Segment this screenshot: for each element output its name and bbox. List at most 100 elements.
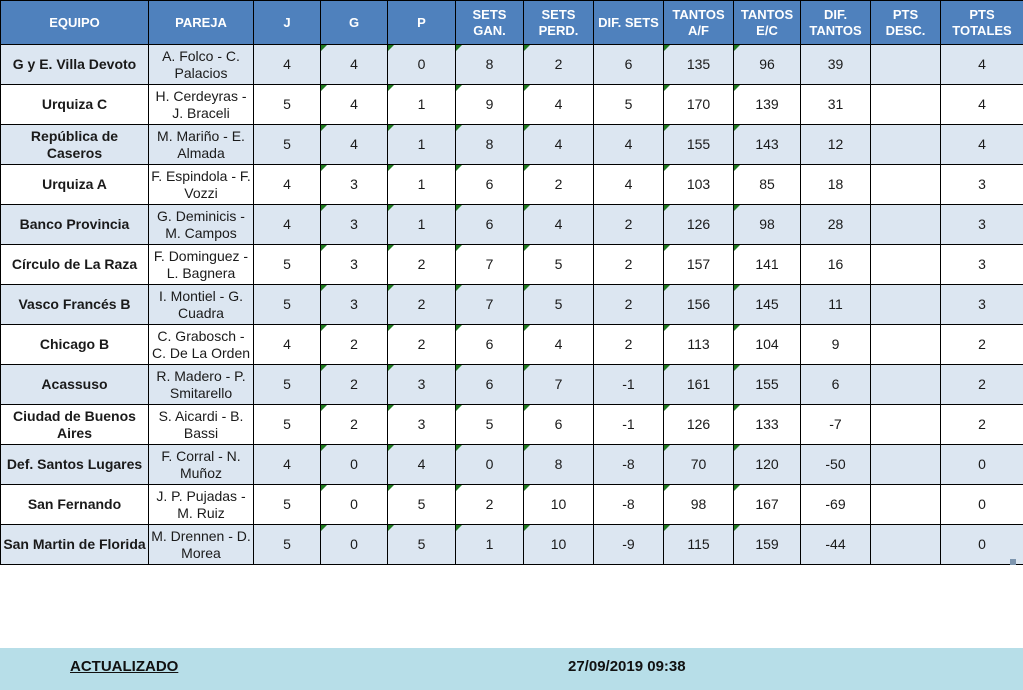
- cell-equipo[interactable]: República de Caseros: [0, 124, 149, 165]
- cell-tantos_ec[interactable]: 96: [733, 44, 801, 85]
- cell-pts_totales[interactable]: 2: [940, 364, 1023, 405]
- cell-pareja[interactable]: G. Deminicis - M. Campos: [148, 204, 254, 245]
- cell-j[interactable]: 5: [253, 404, 321, 445]
- cell-tantos_ec[interactable]: 139: [733, 84, 801, 125]
- column-header-pts_totales[interactable]: PTS TOTALES: [940, 0, 1023, 45]
- cell-pareja[interactable]: R. Madero - P. Smitarello: [148, 364, 254, 405]
- cell-pts_totales[interactable]: 3: [940, 204, 1023, 245]
- cell-pts_desc[interactable]: [870, 404, 941, 445]
- cell-equipo[interactable]: San Martin de Florida: [0, 524, 149, 565]
- cell-j[interactable]: 4: [253, 164, 321, 205]
- cell-dif_tantos[interactable]: 9: [800, 324, 871, 365]
- cell-sets_gan[interactable]: 5: [455, 404, 524, 445]
- cell-dif_sets[interactable]: 4: [593, 124, 664, 165]
- cell-sets_perd[interactable]: 4: [523, 204, 594, 245]
- column-header-j[interactable]: J: [253, 0, 321, 45]
- cell-p[interactable]: 3: [387, 404, 456, 445]
- cell-p[interactable]: 3: [387, 364, 456, 405]
- cell-sets_perd[interactable]: 4: [523, 124, 594, 165]
- cell-pareja[interactable]: H. Cerdeyras - J. Braceli: [148, 84, 254, 125]
- cell-sets_gan[interactable]: 9: [455, 84, 524, 125]
- cell-tantos_af[interactable]: 170: [663, 84, 734, 125]
- cell-tantos_ec[interactable]: 133: [733, 404, 801, 445]
- cell-sets_perd[interactable]: 10: [523, 524, 594, 565]
- cell-sets_gan[interactable]: 7: [455, 244, 524, 285]
- cell-g[interactable]: 0: [320, 484, 388, 525]
- cell-pts_desc[interactable]: [870, 244, 941, 285]
- cell-tantos_ec[interactable]: 98: [733, 204, 801, 245]
- cell-dif_sets[interactable]: -8: [593, 444, 664, 485]
- cell-g[interactable]: 4: [320, 44, 388, 85]
- cell-sets_gan[interactable]: 2: [455, 484, 524, 525]
- cell-j[interactable]: 4: [253, 44, 321, 85]
- cell-p[interactable]: 4: [387, 444, 456, 485]
- cell-g[interactable]: 0: [320, 444, 388, 485]
- cell-pts_desc[interactable]: [870, 124, 941, 165]
- cell-pts_desc[interactable]: [870, 164, 941, 205]
- cell-j[interactable]: 4: [253, 204, 321, 245]
- cell-pts_totales[interactable]: 2: [940, 324, 1023, 365]
- column-header-equipo[interactable]: EQUIPO: [0, 0, 149, 45]
- cell-dif_tantos[interactable]: -44: [800, 524, 871, 565]
- cell-j[interactable]: 5: [253, 244, 321, 285]
- cell-tantos_ec[interactable]: 141: [733, 244, 801, 285]
- cell-p[interactable]: 1: [387, 204, 456, 245]
- cell-g[interactable]: 3: [320, 164, 388, 205]
- cell-dif_tantos[interactable]: -50: [800, 444, 871, 485]
- cell-tantos_af[interactable]: 156: [663, 284, 734, 325]
- cell-g[interactable]: 0: [320, 524, 388, 565]
- column-header-dif_sets[interactable]: DIF. SETS: [593, 0, 664, 45]
- cell-equipo[interactable]: Acassuso: [0, 364, 149, 405]
- cell-equipo[interactable]: Ciudad de Buenos Aires: [0, 404, 149, 445]
- cell-tantos_ec[interactable]: 104: [733, 324, 801, 365]
- cell-dif_tantos[interactable]: -7: [800, 404, 871, 445]
- cell-dif_sets[interactable]: 6: [593, 44, 664, 85]
- column-header-pts_desc[interactable]: PTS DESC.: [870, 0, 941, 45]
- cell-p[interactable]: 5: [387, 524, 456, 565]
- cell-tantos_ec[interactable]: 159: [733, 524, 801, 565]
- cell-pareja[interactable]: M. Mariño - E. Almada: [148, 124, 254, 165]
- cell-j[interactable]: 5: [253, 524, 321, 565]
- cell-pts_totales[interactable]: 2: [940, 404, 1023, 445]
- cell-tantos_af[interactable]: 103: [663, 164, 734, 205]
- cell-sets_perd[interactable]: 8: [523, 444, 594, 485]
- cell-tantos_af[interactable]: 126: [663, 404, 734, 445]
- cell-pts_desc[interactable]: [870, 484, 941, 525]
- cell-dif_sets[interactable]: 5: [593, 84, 664, 125]
- cell-equipo[interactable]: Def. Santos Lugares: [0, 444, 149, 485]
- cell-pts_totales[interactable]: 3: [940, 284, 1023, 325]
- cell-pts_totales[interactable]: 0: [940, 444, 1023, 485]
- cell-p[interactable]: 2: [387, 284, 456, 325]
- cell-tantos_ec[interactable]: 85: [733, 164, 801, 205]
- cell-dif_sets[interactable]: 2: [593, 324, 664, 365]
- cell-p[interactable]: 2: [387, 324, 456, 365]
- cell-sets_gan[interactable]: 0: [455, 444, 524, 485]
- cell-pts_totales[interactable]: 4: [940, 124, 1023, 165]
- cell-sets_perd[interactable]: 7: [523, 364, 594, 405]
- cell-p[interactable]: 5: [387, 484, 456, 525]
- cell-equipo[interactable]: Vasco Francés B: [0, 284, 149, 325]
- cell-g[interactable]: 3: [320, 204, 388, 245]
- cell-g[interactable]: 3: [320, 244, 388, 285]
- cell-p[interactable]: 0: [387, 44, 456, 85]
- cell-p[interactable]: 1: [387, 124, 456, 165]
- cell-dif_tantos[interactable]: 39: [800, 44, 871, 85]
- cell-sets_perd[interactable]: 4: [523, 84, 594, 125]
- cell-j[interactable]: 4: [253, 444, 321, 485]
- column-header-dif_tantos[interactable]: DIF. TANTOS: [800, 0, 871, 45]
- cell-pareja[interactable]: A. Folco - C. Palacios: [148, 44, 254, 85]
- cell-pts_totales[interactable]: 0: [940, 484, 1023, 525]
- cell-tantos_af[interactable]: 113: [663, 324, 734, 365]
- cell-dif_tantos[interactable]: 11: [800, 284, 871, 325]
- cell-pareja[interactable]: F. Espindola - F. Vozzi: [148, 164, 254, 205]
- cell-dif_tantos[interactable]: 18: [800, 164, 871, 205]
- cell-pareja[interactable]: F. Corral - N. Muñoz: [148, 444, 254, 485]
- cell-dif_tantos[interactable]: 28: [800, 204, 871, 245]
- cell-sets_gan[interactable]: 6: [455, 324, 524, 365]
- cell-dif_sets[interactable]: -9: [593, 524, 664, 565]
- cell-dif_tantos[interactable]: 6: [800, 364, 871, 405]
- cell-equipo[interactable]: San Fernando: [0, 484, 149, 525]
- cell-dif_sets[interactable]: 2: [593, 204, 664, 245]
- cell-j[interactable]: 5: [253, 484, 321, 525]
- cell-tantos_af[interactable]: 98: [663, 484, 734, 525]
